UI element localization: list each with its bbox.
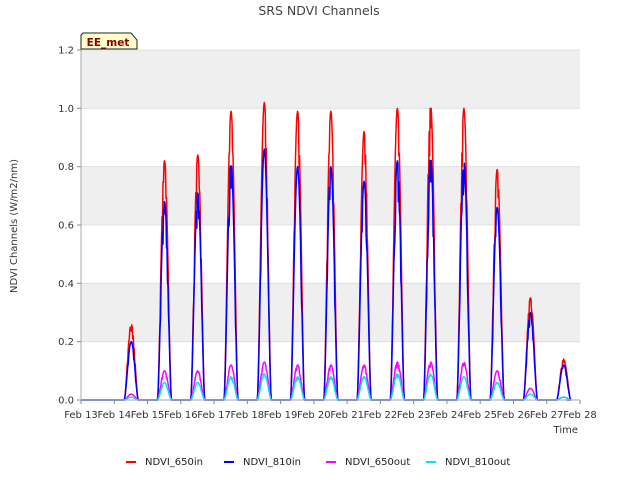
legend: NDVI_650in NDVI_810in NDVI_650out NDVI_810o… [126, 457, 510, 468]
y-tick-label: 0.6 [58, 221, 74, 232]
series-line-ndvi-650in [81, 101, 572, 401]
x-tick-label: Feb 20 [297, 410, 331, 421]
x-tick-label: Feb 23 [397, 410, 431, 421]
x-tick-label: Feb 15 [131, 410, 165, 421]
badge-label: EE_met [87, 37, 130, 49]
y-tick-label: 0.8 [58, 162, 74, 173]
y-tick-label: 0.2 [58, 337, 74, 348]
chart-title: SRS NDVI Channels [258, 3, 379, 18]
series-lines [81, 101, 572, 401]
y-axis-label: NDVI Channels (W/m2/nm) [9, 159, 20, 293]
plot-band [81, 50, 580, 109]
x-tick-labels: Feb 13 Feb 14 Feb 15 Feb 16 Feb 17 Feb 18 Feb … [64, 400, 597, 421]
x-tick-label: Feb 26 [497, 410, 531, 421]
x-tick-label: Feb 24 [430, 410, 464, 421]
y-tick-label: 0.0 [58, 396, 74, 407]
legend-label: NDVI_650in [145, 457, 203, 468]
x-tick-label: Feb 14 [97, 410, 131, 421]
legend-label: NDVI_810in [243, 457, 301, 468]
x-tick-label: Feb 21 [330, 410, 364, 421]
x-tick-label: Feb 28 [563, 410, 597, 421]
x-tick-label: Feb 27 [530, 410, 564, 421]
series-line-ndvi-650out [81, 361, 572, 401]
x-tick-label: Feb 17 [197, 410, 231, 421]
x-tick-label: Feb 13 [64, 410, 98, 421]
x-tick-label: Feb 22 [364, 410, 398, 421]
y-tick-label: 1.2 [58, 46, 74, 57]
y-tick-label: 0.4 [58, 279, 74, 290]
station-badge: EE_met [80, 32, 138, 50]
series-line-ndvi-810out [81, 373, 572, 401]
y-tick-labels: 0.0 0.2 0.4 0.6 0.8 1.0 1.2 [58, 46, 81, 407]
badge-box [80, 32, 138, 50]
legend-label: NDVI_810out [445, 457, 510, 468]
x-tick-label: Feb 16 [164, 410, 198, 421]
x-tick-label: Feb 25 [463, 410, 497, 421]
y-tick-label: 1.0 [58, 104, 74, 115]
x-tick-label: Feb 19 [264, 410, 298, 421]
legend-label: NDVI_650out [345, 457, 410, 468]
x-tick-label: Feb 18 [231, 410, 265, 421]
series-line-ndvi-810in [81, 148, 572, 401]
plot-band [81, 283, 580, 342]
x-axis-label: Time [553, 425, 578, 436]
